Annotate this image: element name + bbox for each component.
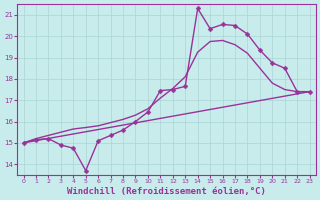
X-axis label: Windchill (Refroidissement éolien,°C): Windchill (Refroidissement éolien,°C) — [67, 187, 266, 196]
